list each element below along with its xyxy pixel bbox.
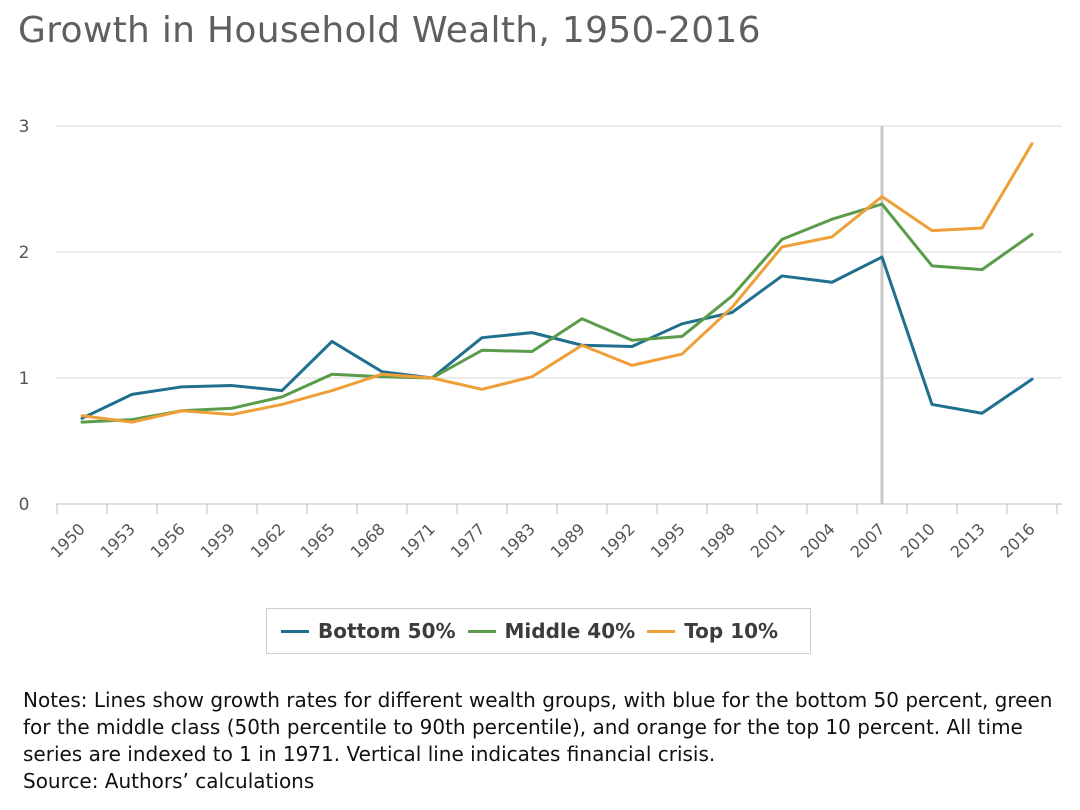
x-tick-label: 2010	[897, 519, 939, 561]
y-tick-label: 3	[19, 117, 30, 137]
y-tick-label: 2	[19, 243, 30, 263]
x-tick-label: 1953	[97, 519, 139, 561]
x-tick-label: 2007	[847, 519, 889, 561]
notes-line-1: Notes: Lines show growth rates for diffe…	[23, 688, 1053, 712]
x-tick-label: 1977	[447, 519, 489, 561]
x-tick-label: 1959	[197, 519, 239, 561]
x-tick-label: 2004	[797, 519, 839, 561]
legend-swatch-middle-40	[467, 629, 496, 633]
x-tick-label: 1956	[147, 519, 189, 561]
legend-item-middle-40: Middle 40%	[467, 619, 636, 643]
y-tick-label: 0	[19, 495, 30, 515]
x-tick-label: 1965	[297, 519, 339, 561]
legend-item-top-10: Top 10%	[647, 619, 778, 643]
line-chart: 0 1 2 3 1950 1953 1956 1959 1962 1965 1968 1971 1977…	[19, 117, 1062, 562]
x-tick-label: 2001	[747, 519, 789, 561]
legend-swatch-bottom-50	[281, 629, 309, 633]
x-tick-label: 2016	[997, 519, 1039, 561]
series-line-bottom-50	[80, 255, 1034, 420]
legend-item-bottom-50: Bottom 50%	[281, 619, 456, 643]
x-tick-label: 1989	[547, 519, 589, 561]
x-tick-label: 1968	[347, 519, 389, 561]
source-note: Source: Authors’ calculations	[23, 769, 315, 793]
x-tick-label: 1995	[647, 519, 689, 561]
x-tick-label: 1992	[597, 519, 639, 561]
chart-legend: Bottom 50% Middle 40% Top 10%	[266, 608, 811, 654]
x-tick-label: 1998	[697, 519, 739, 561]
notes-line-3: series are indexed to 1 in 1971. Vertica…	[23, 742, 716, 766]
series-line-middle-40	[80, 202, 1034, 424]
x-tick-label: 1962	[247, 519, 289, 561]
y-tick-label: 1	[19, 369, 30, 389]
notes-line-2: for the middle class (50th percentile to…	[23, 715, 1023, 739]
x-tick-label: 1950	[47, 519, 89, 561]
x-tick-label: 2013	[947, 519, 989, 561]
x-tick-label: 1983	[497, 519, 539, 561]
legend-label-bottom-50: Bottom 50%	[318, 619, 456, 643]
x-tick-label: 1971	[397, 519, 439, 561]
series-line-top-10	[80, 142, 1034, 424]
chart-title: Growth in Household Wealth, 1950-2016	[18, 10, 761, 51]
chart-notes: Notes: Lines show growth rates for diffe…	[23, 687, 1080, 795]
legend-label-top-10: Top 10%	[684, 619, 779, 643]
legend-label-middle-40: Middle 40%	[504, 619, 636, 643]
legend-swatch-top-10	[647, 629, 676, 633]
